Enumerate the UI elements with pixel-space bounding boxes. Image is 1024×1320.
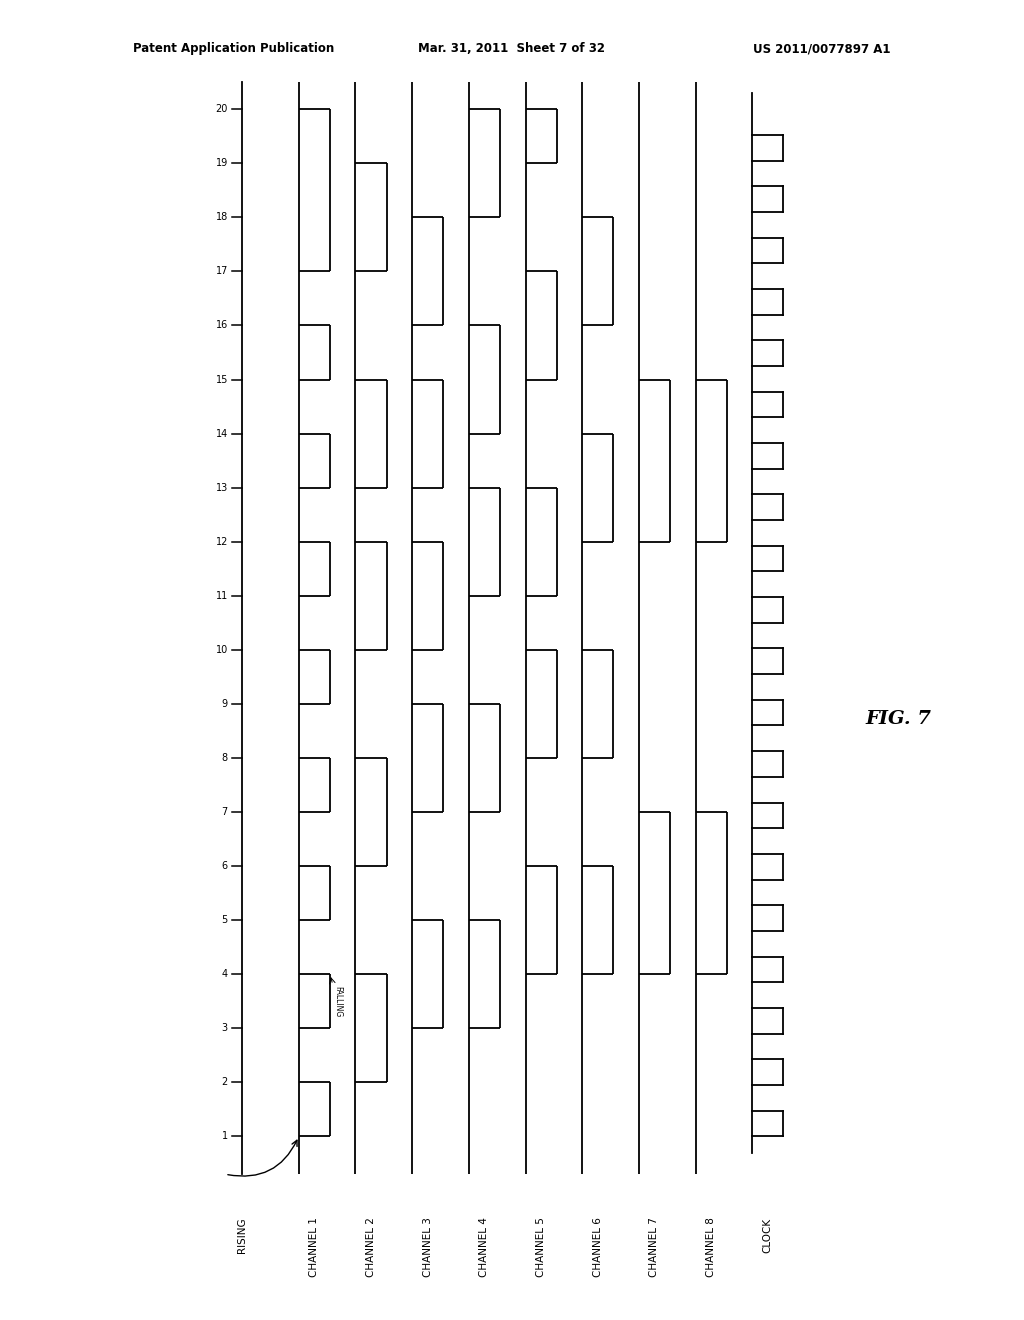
Text: 12: 12 <box>216 537 228 546</box>
Text: 5: 5 <box>221 915 228 925</box>
Text: 3: 3 <box>222 1023 228 1034</box>
Text: CHANNEL 8: CHANNEL 8 <box>707 1217 716 1278</box>
Text: 19: 19 <box>216 158 228 169</box>
Text: RISING: RISING <box>238 1217 247 1253</box>
Text: US 2011/0077897 A1: US 2011/0077897 A1 <box>754 42 891 55</box>
Text: 7: 7 <box>221 807 228 817</box>
Text: 9: 9 <box>222 698 228 709</box>
Text: CHANNEL 6: CHANNEL 6 <box>593 1217 603 1278</box>
Text: 2: 2 <box>221 1077 228 1088</box>
Text: 15: 15 <box>216 375 228 384</box>
Text: CHANNEL 1: CHANNEL 1 <box>309 1217 319 1278</box>
Text: CHANNEL 3: CHANNEL 3 <box>423 1217 433 1278</box>
Text: CHANNEL 5: CHANNEL 5 <box>537 1217 546 1278</box>
Text: FALLING: FALLING <box>333 986 342 1016</box>
Text: CHANNEL 2: CHANNEL 2 <box>366 1217 376 1278</box>
Text: Mar. 31, 2011  Sheet 7 of 32: Mar. 31, 2011 Sheet 7 of 32 <box>419 42 605 55</box>
Text: 8: 8 <box>222 752 228 763</box>
Text: 11: 11 <box>216 591 228 601</box>
Text: 17: 17 <box>216 267 228 276</box>
Text: CHANNEL 4: CHANNEL 4 <box>479 1217 489 1278</box>
Text: Patent Application Publication: Patent Application Publication <box>133 42 335 55</box>
Text: 16: 16 <box>216 321 228 330</box>
Text: 14: 14 <box>216 429 228 438</box>
Text: CLOCK: CLOCK <box>763 1217 773 1253</box>
Text: 18: 18 <box>216 213 228 222</box>
Text: 20: 20 <box>216 104 228 115</box>
Text: 10: 10 <box>216 644 228 655</box>
Text: 6: 6 <box>222 861 228 871</box>
Text: CHANNEL 7: CHANNEL 7 <box>649 1217 659 1278</box>
Text: 1: 1 <box>222 1131 228 1142</box>
Text: 4: 4 <box>222 969 228 979</box>
Text: FIG. 7: FIG. 7 <box>865 710 931 729</box>
Text: 13: 13 <box>216 483 228 492</box>
